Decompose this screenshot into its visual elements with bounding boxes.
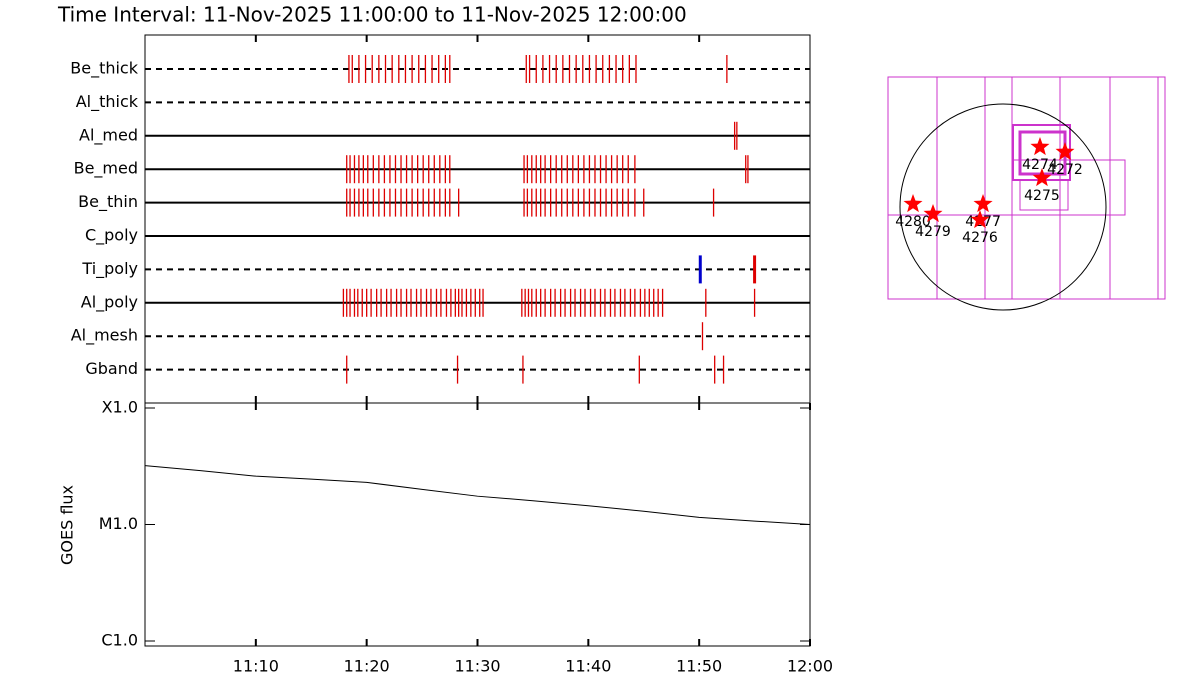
region-star xyxy=(970,210,990,229)
row-label: Al_poly xyxy=(81,292,138,312)
region-star xyxy=(923,204,943,223)
x-tick-label: 11:20 xyxy=(344,657,390,676)
region-star xyxy=(1030,137,1050,156)
region-star xyxy=(903,194,923,213)
region-label: 4272 xyxy=(1047,162,1083,178)
chart-title: Time Interval: 11-Nov-2025 11:00:00 to 1… xyxy=(57,3,687,27)
region-star xyxy=(1032,168,1052,187)
row-label: Be_thin xyxy=(78,192,138,212)
x-tick-label: 11:50 xyxy=(676,657,722,676)
y-tick-label: M1.0 xyxy=(99,514,138,533)
row-label: Ti_poly xyxy=(81,259,138,279)
row-label: C_poly xyxy=(85,226,138,246)
region-label: 4276 xyxy=(962,230,998,246)
row-label: Be_med xyxy=(74,159,138,179)
x-tick-label: 11:40 xyxy=(565,657,611,676)
x-tick-label: 11:10 xyxy=(233,657,279,676)
region-star xyxy=(1055,142,1075,161)
row-label: Be_thick xyxy=(70,59,138,79)
row-label: Al_thick xyxy=(76,92,139,112)
region-star xyxy=(973,194,993,213)
solar-disk xyxy=(899,103,1107,311)
x-tick-label: 12:00 xyxy=(787,657,833,676)
region-label: 4274 xyxy=(1022,157,1058,173)
y-tick-label: X1.0 xyxy=(102,398,138,417)
y-axis-label: GOES flux xyxy=(58,485,77,565)
region-label: 4279 xyxy=(915,224,951,240)
x-tick-label: 11:30 xyxy=(454,657,500,676)
row-label: Gband xyxy=(85,359,138,378)
timeline-frame xyxy=(144,34,811,404)
region-label: 4280 xyxy=(895,214,931,230)
region-label: 4275 xyxy=(1024,188,1060,204)
row-label: Al_mesh xyxy=(71,326,138,346)
goes-curve xyxy=(144,465,811,525)
goes-frame xyxy=(144,402,811,647)
y-tick-label: C1.0 xyxy=(101,631,138,650)
row-label: Al_med xyxy=(79,125,138,145)
